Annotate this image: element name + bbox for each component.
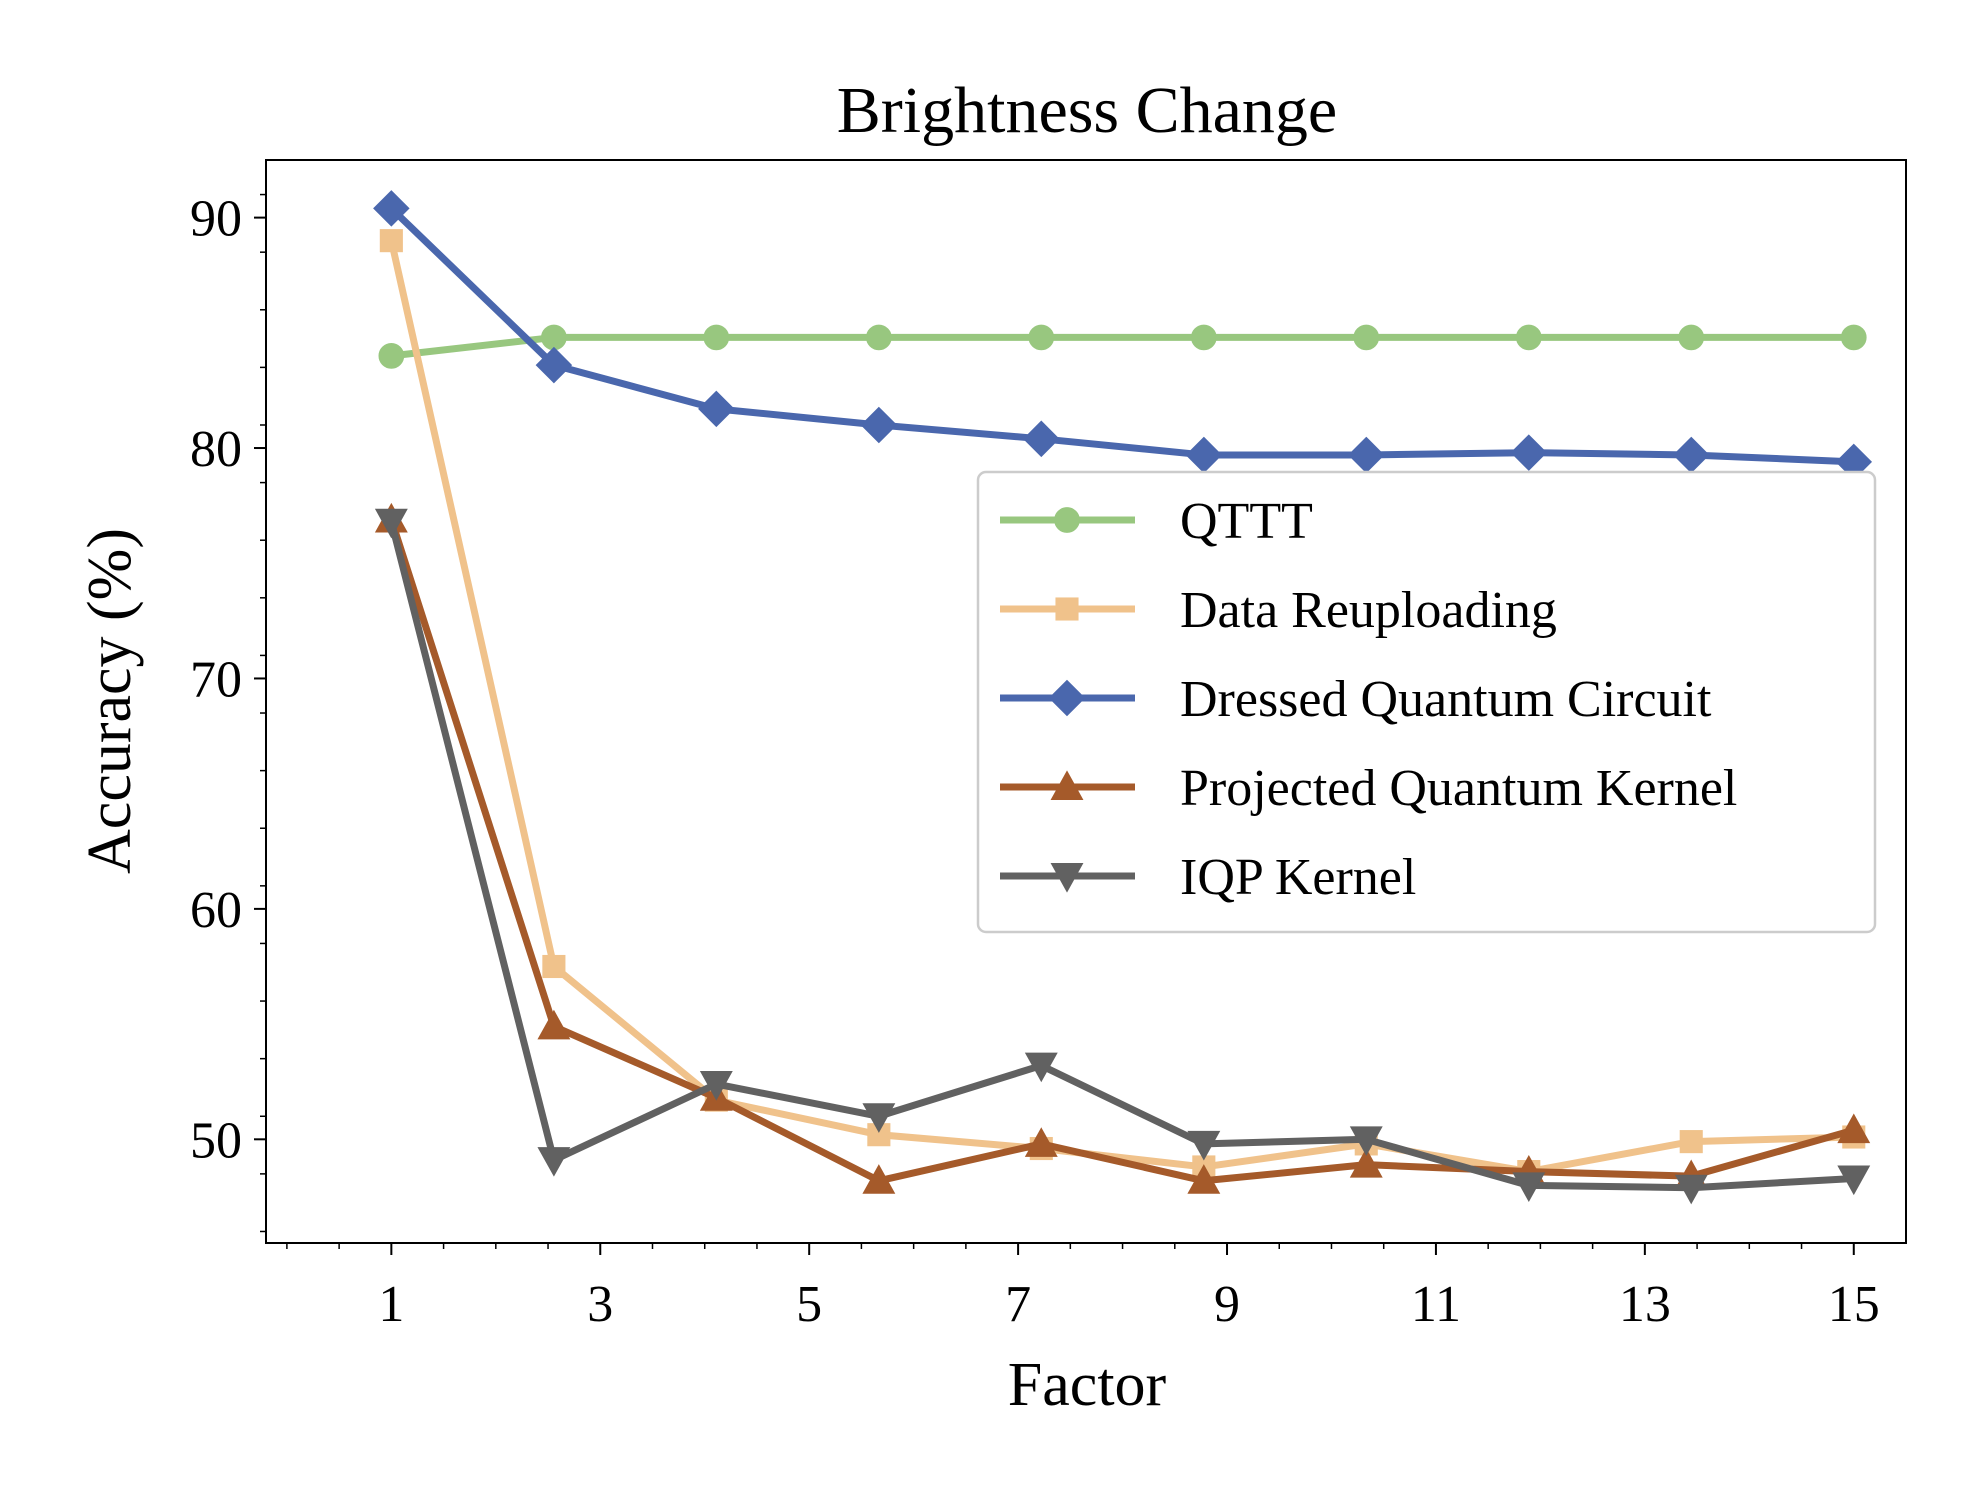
x-tick-label: 9 — [1214, 1276, 1240, 1333]
legend-frame — [976, 470, 1877, 934]
series-4 — [374, 508, 1871, 1205]
data-point — [1515, 324, 1542, 351]
series-line — [387, 520, 1854, 1192]
data-point — [862, 1103, 896, 1133]
data-point — [1840, 324, 1867, 351]
data-point — [374, 508, 408, 539]
plot-frame — [265, 159, 1907, 1244]
data-point — [1349, 1148, 1383, 1178]
y-tick-label: 90 — [190, 191, 242, 248]
data-point — [703, 324, 730, 351]
data-point — [1837, 1113, 1871, 1144]
series-layer — [373, 190, 1873, 1205]
series-2 — [373, 190, 1873, 481]
data-point — [1837, 1165, 1871, 1196]
legend-item: IQP Kernel — [1000, 849, 1416, 906]
y-axis-label: Accuracy (%) — [76, 528, 144, 874]
legend-marker — [1048, 679, 1086, 717]
data-point — [542, 954, 566, 979]
data-point — [1023, 420, 1060, 458]
legend-marker — [1055, 597, 1079, 621]
data-point — [1028, 324, 1055, 351]
x-tick-label: 11 — [1411, 1276, 1461, 1333]
data-point — [866, 324, 892, 351]
data-point — [541, 324, 567, 351]
x-tick-label: 15 — [1828, 1276, 1880, 1333]
data-point — [535, 346, 573, 384]
legend-entries: QTTT Data Reuploading Dressed Quantum Circ… — [1000, 493, 1737, 906]
series-line — [388, 518, 1855, 1185]
data-point — [860, 406, 898, 444]
data-point — [1678, 324, 1705, 351]
legend-item: Projected Quantum Kernel — [1000, 760, 1737, 817]
legend-label: Projected Quantum Kernel — [1180, 760, 1737, 817]
data-point — [379, 229, 403, 253]
legend-item: Data Reuploading — [1000, 582, 1557, 639]
y-tick-label: 60 — [190, 882, 242, 939]
series-line — [387, 239, 1854, 1176]
legend-item: Dressed Quantum Circuit — [1000, 671, 1712, 728]
data-point — [1190, 324, 1217, 351]
series-line — [388, 205, 1854, 466]
legend-marker — [1050, 863, 1084, 893]
legend-marker — [1050, 770, 1084, 800]
data-point — [1187, 1130, 1221, 1161]
data-point — [1674, 1174, 1708, 1205]
x-tick-label: 3 — [587, 1276, 613, 1333]
data-point — [1353, 324, 1380, 351]
x-tick-label: 1 — [378, 1276, 404, 1333]
data-point — [537, 1147, 571, 1177]
data-point — [537, 1009, 571, 1040]
series-line — [390, 333, 1854, 360]
chart-title: Brightness Change — [837, 74, 1337, 147]
legend: QTTT Data Reuploading Dressed Quantum Circ… — [976, 470, 1877, 934]
x-axis-label: Factor — [1008, 1351, 1167, 1419]
data-point — [378, 343, 405, 369]
legend-label: QTTT — [1180, 493, 1313, 550]
legend-item: QTTT — [1000, 493, 1313, 550]
x-tick-label: 7 — [1005, 1276, 1031, 1333]
legend-label: Dressed Quantum Circuit — [1180, 671, 1712, 728]
data-point — [373, 190, 410, 227]
y-tick-label: 50 — [190, 1112, 242, 1169]
data-point — [1024, 1052, 1058, 1083]
series-0 — [378, 324, 1867, 369]
legend-label: IQP Kernel — [1180, 849, 1416, 906]
y-tick-label: 70 — [190, 651, 242, 708]
data-point — [1187, 1164, 1221, 1194]
data-point — [1679, 1130, 1703, 1154]
x-tick-label: 13 — [1619, 1276, 1671, 1333]
data-point — [1024, 1127, 1058, 1157]
x-tick-label: 5 — [796, 1276, 822, 1333]
data-point — [1510, 434, 1548, 471]
legend-marker — [1054, 507, 1080, 533]
data-point — [699, 1071, 733, 1101]
data-point — [1512, 1172, 1546, 1203]
legend-label: Data Reuploading — [1180, 582, 1557, 639]
data-point — [1349, 1126, 1383, 1156]
data-point — [698, 390, 735, 428]
data-point — [862, 1164, 896, 1194]
y-tick-label: 80 — [190, 421, 242, 478]
